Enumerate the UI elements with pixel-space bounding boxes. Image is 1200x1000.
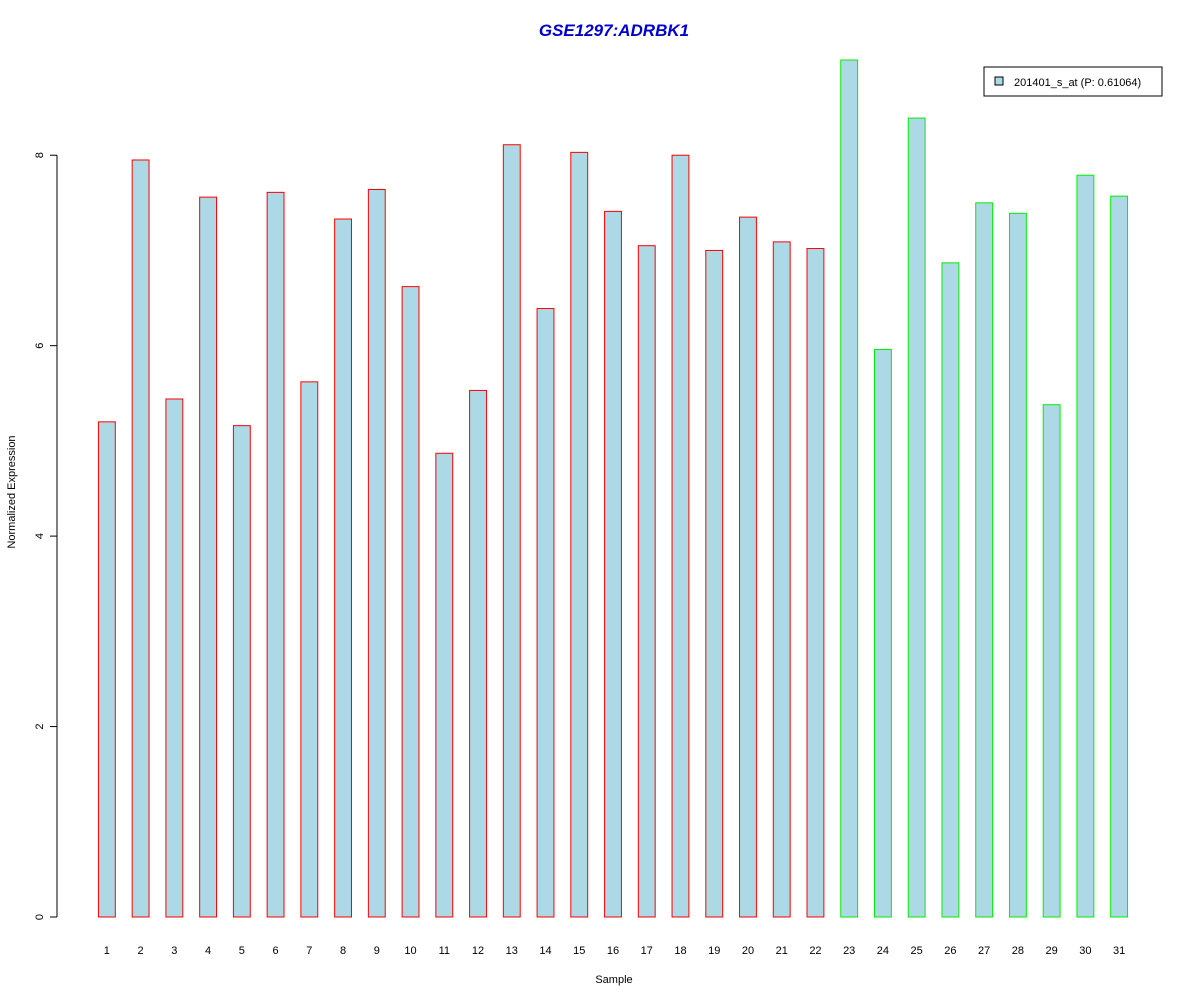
bar-sample-21 xyxy=(772,241,791,918)
bar-sample-9 xyxy=(367,189,386,918)
x-tick-label: 28 xyxy=(1012,945,1024,957)
y-tick-label: 0 xyxy=(34,914,46,920)
x-tick-label: 4 xyxy=(205,945,211,957)
bar-sample-25 xyxy=(907,117,926,918)
y-tick-label: 6 xyxy=(34,343,46,349)
x-tick-label: 13 xyxy=(506,945,518,957)
bar-sample-1 xyxy=(97,421,116,918)
bar-sample-30 xyxy=(1076,174,1095,918)
bar-sample-29 xyxy=(1042,404,1061,918)
bar-sample-24 xyxy=(874,348,892,918)
bar-sample-20 xyxy=(739,216,757,918)
bar-sample-5 xyxy=(232,425,251,918)
bar-sample-6 xyxy=(266,191,285,918)
bar-sample-27 xyxy=(975,202,994,918)
x-tick-label: 5 xyxy=(239,945,245,957)
x-tick-label: 18 xyxy=(674,945,686,957)
x-tick-label: 12 xyxy=(472,945,484,957)
y-tick-label: 2 xyxy=(34,723,46,729)
bar-sample-3 xyxy=(165,398,184,918)
legend-swatch xyxy=(994,76,1004,86)
legend-label: 201401_s_at (P: 0.61064) xyxy=(1014,77,1141,89)
bar-sample-14 xyxy=(536,308,555,918)
x-tick-label: 11 xyxy=(439,945,450,957)
bar-sample-23 xyxy=(840,59,859,918)
x-tick-label: 27 xyxy=(978,945,990,957)
bar-sample-19 xyxy=(705,249,724,918)
bar-sample-13 xyxy=(502,144,521,918)
x-tick-label: 26 xyxy=(944,945,956,957)
x-tick-label: 14 xyxy=(539,945,551,957)
bar-sample-12 xyxy=(469,389,487,918)
x-tick-label: 10 xyxy=(404,945,416,957)
x-tick-label: 19 xyxy=(708,945,720,957)
x-tick-label: 23 xyxy=(843,945,855,957)
x-tick-label: 21 xyxy=(776,945,788,957)
legend-box xyxy=(983,66,1163,97)
bar-sample-4 xyxy=(199,196,218,918)
x-tick-label: 22 xyxy=(809,945,821,957)
y-axis: 0 2 4 6 8 xyxy=(34,152,58,920)
x-tick-label: 29 xyxy=(1046,945,1058,957)
x-tick-label: 8 xyxy=(340,945,346,957)
chart-title: GSE1297:ADRBK1 xyxy=(539,21,689,40)
y-tick-label: 4 xyxy=(34,533,46,539)
x-tick-label: 7 xyxy=(306,945,312,957)
bar-sample-15 xyxy=(570,151,589,918)
x-tick-label: 9 xyxy=(374,945,380,957)
bar-sample-8 xyxy=(334,218,352,918)
bar-sample-2 xyxy=(131,159,150,918)
x-tick-labels: 1 2 3 4 5 6 7 8 9 10 11 12 13 14 15 16 17 18 19 20 21 22 23 24 2… xyxy=(104,945,1125,957)
bar-sample-10 xyxy=(401,286,420,918)
x-tick-label: 30 xyxy=(1079,945,1091,957)
x-tick-label: 6 xyxy=(273,945,279,957)
y-tick-label: 8 xyxy=(34,152,46,158)
x-tick-label: 31 xyxy=(1113,945,1125,957)
bars-group xyxy=(97,59,1129,918)
y-axis-label: Normalized Expression xyxy=(6,435,18,548)
x-tick-label: 16 xyxy=(607,945,619,957)
bar-sample-16 xyxy=(604,210,622,918)
bar-sample-28 xyxy=(1008,212,1027,918)
bar-sample-18 xyxy=(671,154,690,918)
bar-sample-11 xyxy=(435,452,454,918)
bar-sample-26 xyxy=(941,262,960,918)
x-tick-label: 24 xyxy=(877,945,889,957)
x-tick-label: 17 xyxy=(641,945,653,957)
x-tick-label: 3 xyxy=(171,945,177,957)
x-tick-label: 2 xyxy=(138,945,144,957)
x-tick-label: 1 xyxy=(104,945,110,957)
x-tick-label: 15 xyxy=(573,945,585,957)
x-tick-label: 20 xyxy=(742,945,754,957)
bar-sample-31 xyxy=(1110,195,1129,918)
x-axis-label: Sample xyxy=(595,974,632,986)
legend: 201401_s_at (P: 0.61064) xyxy=(983,66,1163,97)
x-tick-label: 25 xyxy=(911,945,923,957)
bar-sample-17 xyxy=(637,245,656,918)
bar-sample-22 xyxy=(806,248,825,918)
bar-sample-7 xyxy=(300,381,319,918)
